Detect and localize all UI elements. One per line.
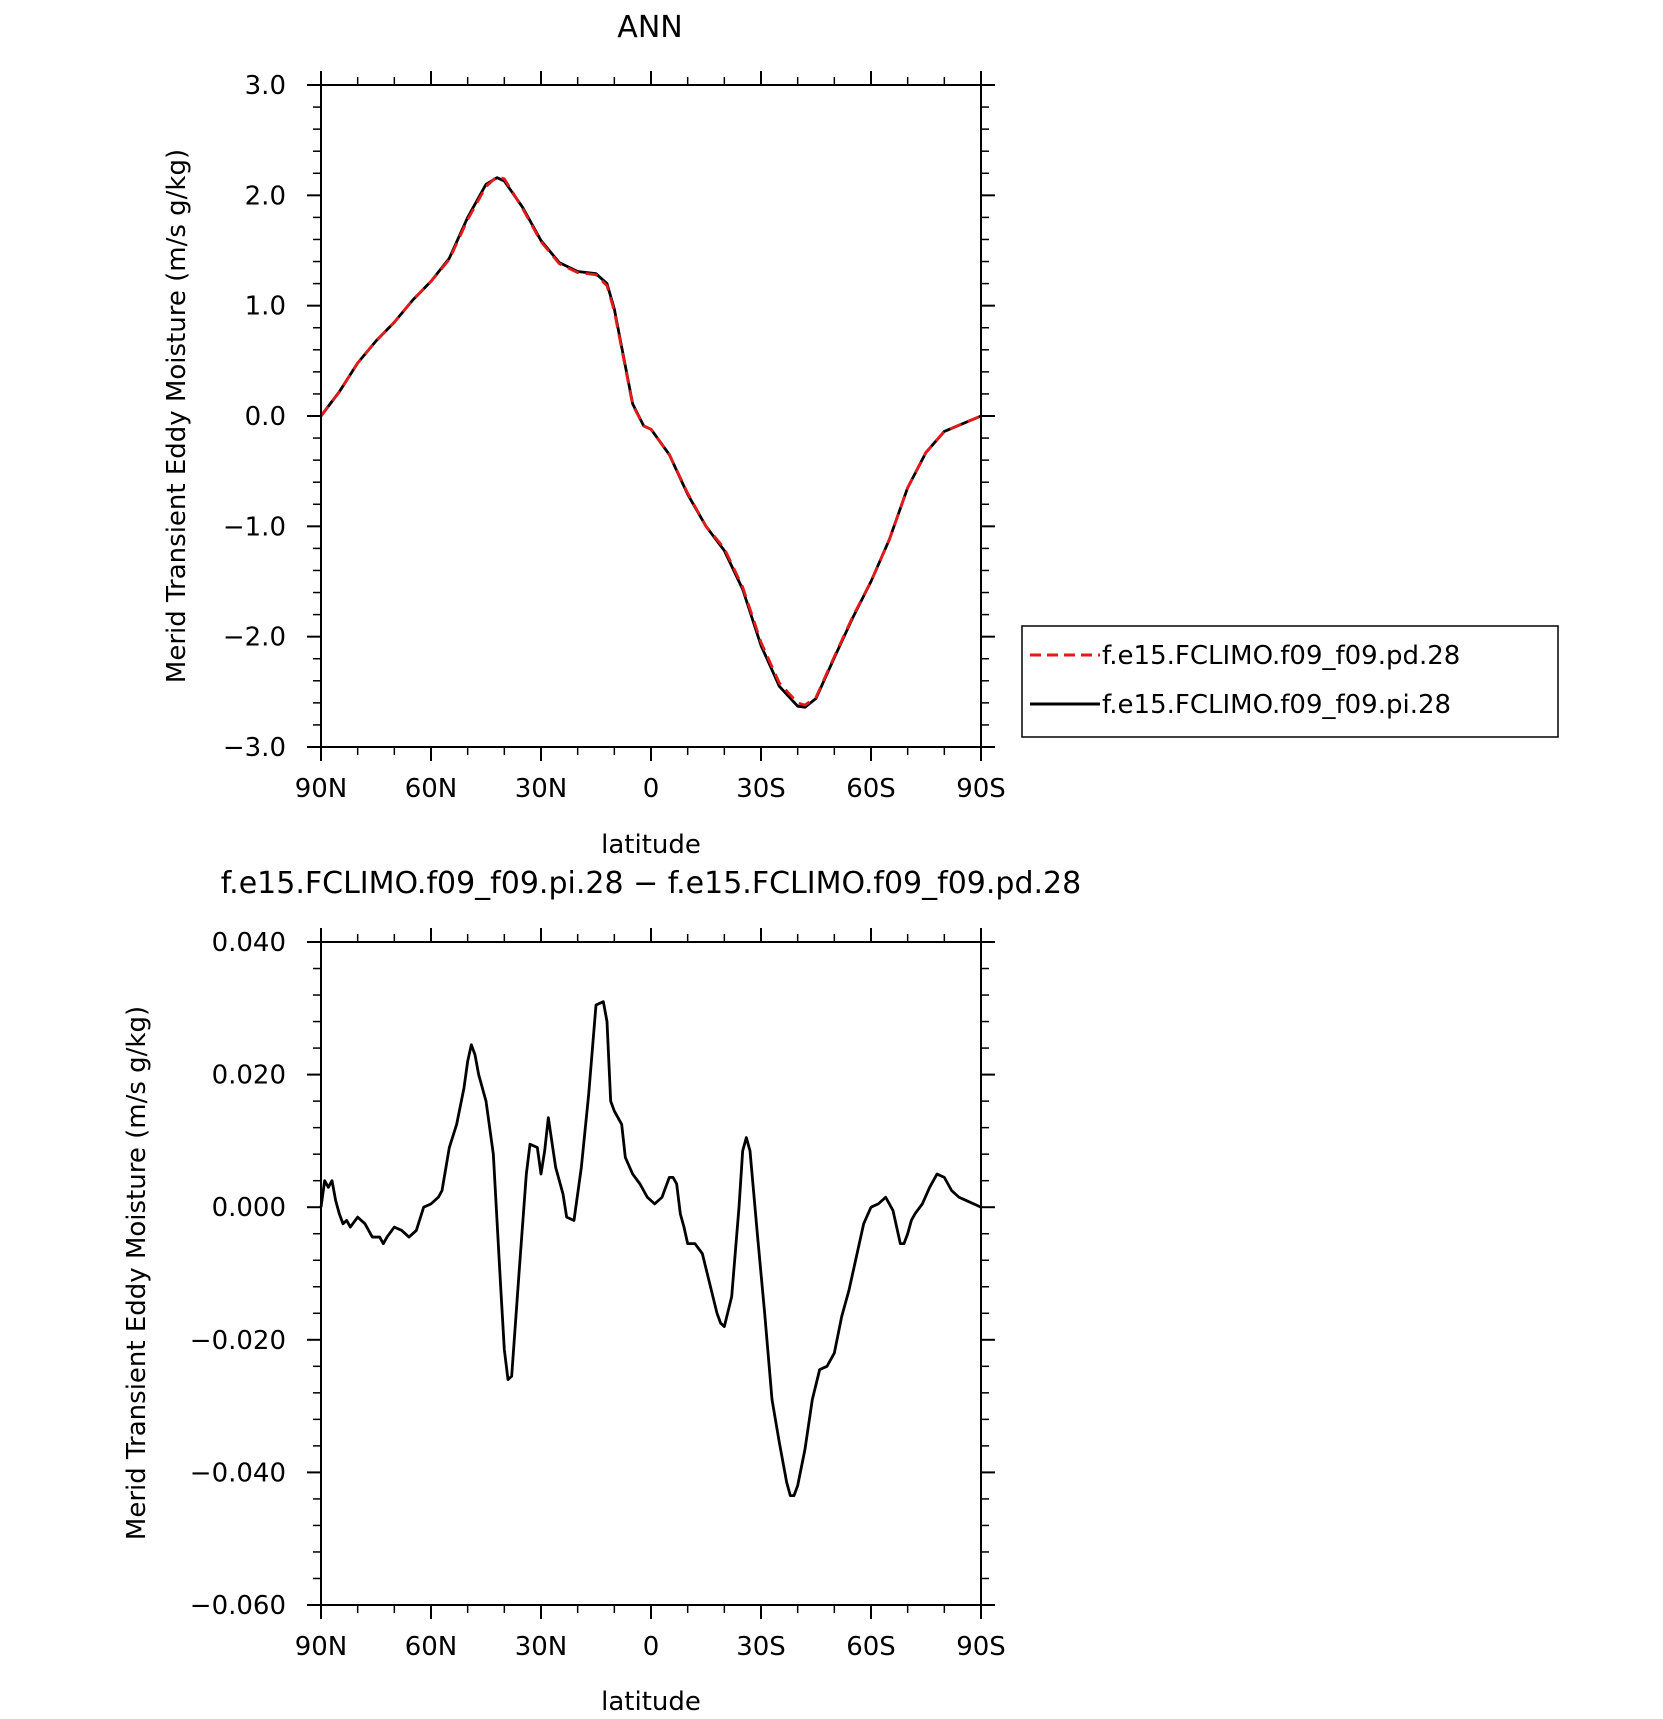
top-chart: ANN 90N 60N 30N 0 30S 60S 90S 3.0 2.0 1.0 0.0 −1.0 −… <box>162 10 1559 860</box>
top-plot-frame <box>320 84 982 748</box>
bottom-x-tick-label: 30N <box>515 1632 568 1662</box>
top-x-tick-label: 60N <box>405 774 458 804</box>
bottom-y-tick-label: −0.060 <box>190 1591 286 1621</box>
top-y-tick-label: 1.0 <box>245 292 286 322</box>
bottom-y-tick-label: −0.040 <box>190 1458 286 1488</box>
bottom-chart: f.e15.FCLIMO.f09_f09.pi.28 − f.e15.FCLIM… <box>122 866 1081 1717</box>
legend-label-pi: f.e15.FCLIMO.f09_f09.pi.28 <box>1102 690 1451 720</box>
bottom-x-tick-label: 90N <box>295 1632 348 1662</box>
top-y-tick-label: −2.0 <box>223 623 286 653</box>
top-series-line-1 <box>319 176 982 709</box>
bottom-y-tick-label: 0.000 <box>212 1193 286 1223</box>
top-y-tick-label: 2.0 <box>245 181 286 211</box>
top-x-tick-label: 60S <box>846 774 896 804</box>
top-y-tick-label: −3.0 <box>223 733 286 763</box>
top-y-axis-label: Merid Transient Eddy Moisture (m/s g/kg) <box>162 149 192 683</box>
legend-box <box>1021 625 1559 738</box>
top-y-tick-label: 0.0 <box>245 402 286 432</box>
bottom-x-tick-label: 90S <box>956 1632 1006 1662</box>
bottom-plot-frame <box>320 941 982 1606</box>
bottom-y-tick-label: 0.020 <box>212 1061 286 1091</box>
bottom-y-tick-label: −0.020 <box>190 1326 286 1356</box>
bottom-y-tick-label: 0.040 <box>212 928 286 958</box>
bottom-x-tick-label: 60S <box>846 1632 896 1662</box>
bottom-x-tick-label: 30S <box>736 1632 786 1662</box>
bottom-y-axis-label: Merid Transient Eddy Moisture (m/s g/kg) <box>122 1006 152 1540</box>
bottom-series-line-0 <box>319 1000 982 1498</box>
bottom-x-axis-label: latitude <box>601 1687 701 1717</box>
top-y-tick-label: 3.0 <box>245 71 286 101</box>
top-x-tick-label: 30S <box>736 774 786 804</box>
bottom-x-tick-label: 0 <box>643 1632 660 1662</box>
top-x-axis-label: latitude <box>601 830 701 860</box>
bottom-chart-title: f.e15.FCLIMO.f09_f09.pi.28 − f.e15.FCLIM… <box>221 866 1081 901</box>
top-y-tick-label: −1.0 <box>223 512 286 542</box>
top-x-tick-label: 90N <box>295 774 348 804</box>
top-series-line-0 <box>319 175 982 707</box>
legend: f.e15.FCLIMO.f09_f09.pd.28 f.e15.FCLIMO.… <box>1021 625 1559 738</box>
top-x-tick-label: 90S <box>956 774 1006 804</box>
top-x-tick-label: 0 <box>643 774 660 804</box>
bottom-x-tick-label: 60N <box>405 1632 458 1662</box>
top-x-tick-label: 30N <box>515 774 568 804</box>
top-chart-title: ANN <box>617 10 682 45</box>
legend-label-pd: f.e15.FCLIMO.f09_f09.pd.28 <box>1102 641 1460 671</box>
